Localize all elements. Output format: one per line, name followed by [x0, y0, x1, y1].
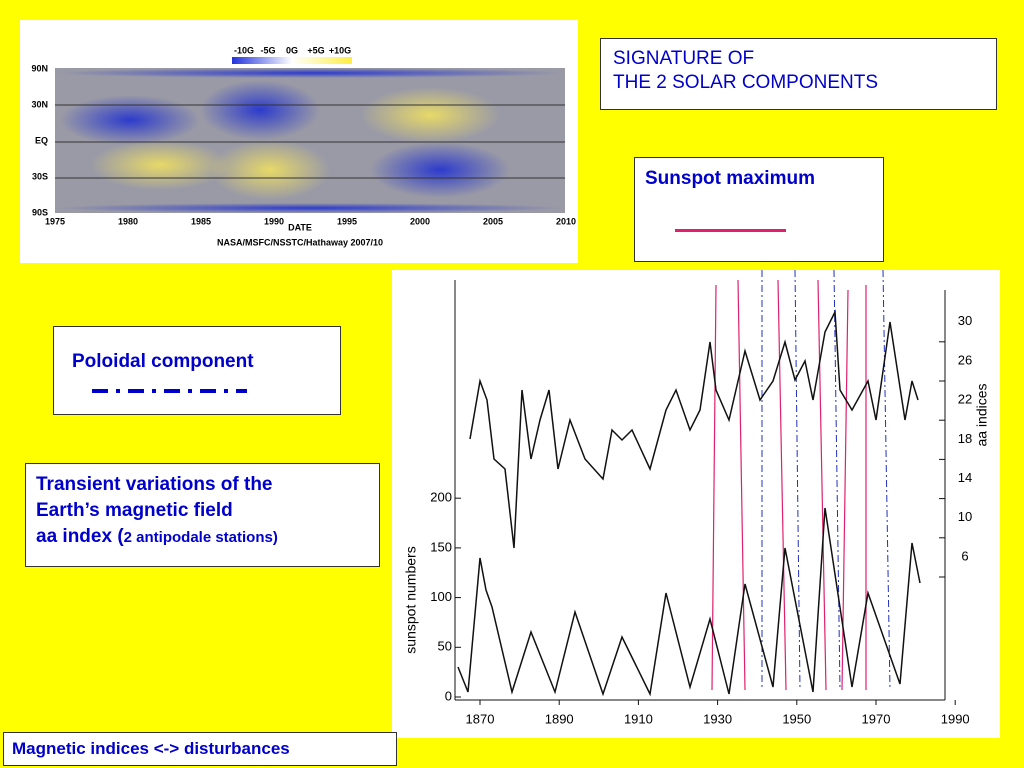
latitude-label: 90N	[31, 63, 48, 73]
year-label: 2010	[556, 216, 576, 226]
sunspot-panel	[392, 270, 1000, 738]
latitude-label: EQ	[35, 135, 48, 145]
poloidal-lines	[761, 269, 891, 691]
latitude-label: 30N	[31, 99, 48, 109]
y2-tick-label: 14	[958, 470, 972, 485]
colorbar-labels: -10G -5G 0G +5G +10G	[234, 45, 351, 55]
x-tick-label: 1910	[624, 711, 653, 726]
x-tick-label: 1890	[545, 711, 574, 726]
y2-tick-label: 18	[958, 431, 972, 446]
x-tick-label: 1990	[941, 711, 970, 726]
legend-swatch	[675, 229, 786, 232]
colorbar-label: -5G	[260, 45, 275, 55]
y-axis-label: sunspot numbers	[403, 546, 419, 653]
text-line: Transient variations of the	[36, 474, 273, 495]
poloidal-legend-box: Poloidal component	[53, 326, 341, 415]
year-label: 1985	[191, 216, 211, 226]
y2-tick-label: 26	[958, 352, 972, 367]
year-label: 2005	[483, 216, 503, 226]
text-line: Earth’s magnetic field	[36, 500, 233, 521]
y2-tick-label: 6	[961, 548, 968, 563]
axes	[454, 280, 946, 701]
y2-tick-label: 22	[958, 392, 972, 407]
year-label: 1995	[337, 216, 357, 226]
y2-tick-label: 30	[958, 313, 972, 328]
year-label: 1990	[264, 216, 284, 226]
footer-text: Magnetic indices <-> disturbances	[12, 739, 290, 758]
colorbar-label: 0G	[286, 45, 298, 55]
colorbar-label: +10G	[329, 45, 351, 55]
sunspot-legend-box: Sunspot maximum	[634, 157, 884, 262]
y-tick-label: 150	[430, 539, 452, 554]
title-line: SIGNATURE OF	[613, 48, 755, 69]
y-tick-labels: 0 50 100 150 200	[430, 490, 461, 703]
year-label: 1980	[118, 216, 138, 226]
legend-label: Poloidal component	[72, 351, 254, 372]
aa-label: aa index (	[36, 526, 124, 547]
text-line: aa index (2 antipodale stations)	[36, 524, 369, 551]
legend-swatch	[92, 389, 247, 393]
year-label: 2000	[410, 216, 430, 226]
colorbar-label: -10G	[234, 45, 254, 55]
x-tick-label: 1950	[782, 711, 811, 726]
legend-label: Sunspot maximum	[645, 168, 815, 189]
latitude-labels: 90N 30N EQ 30S 90S	[31, 63, 48, 217]
title-box: SIGNATURE OF THE 2 SOLAR COMPONENTS	[600, 38, 997, 110]
transient-box: Transient variations of the Earth’s magn…	[25, 463, 380, 567]
latitude-label: 30S	[32, 171, 48, 181]
credit: NASA/MSFC/NSSTC/Hathaway 2007/10	[217, 237, 383, 247]
x-tick-label: 1870	[466, 711, 495, 726]
x-axis-label: DATE	[288, 222, 312, 232]
aa-curve	[469, 309, 919, 549]
butterfly-patterns	[55, 68, 565, 213]
y-tick-label: 0	[445, 688, 452, 703]
aa-note: 2 antipodale stations)	[123, 529, 278, 546]
y2-axis-label: aa indices	[974, 383, 990, 446]
year-label: 1975	[45, 216, 65, 226]
footer-box: Magnetic indices <-> disturbances	[3, 732, 397, 766]
title-line: THE 2 SOLAR COMPONENTS	[613, 72, 878, 93]
y2-tick-labels: 6 10 14 18 22 26 30	[939, 313, 972, 578]
y-tick-label: 200	[430, 490, 452, 505]
colorbar	[232, 57, 352, 64]
latitude-label: 90S	[32, 207, 48, 217]
x-tick-label: 1930	[703, 711, 732, 726]
y-tick-label: 50	[438, 639, 452, 654]
colorbar-label: +5G	[307, 45, 324, 55]
year-labels: 1975 1980 1985 1990 1995 2000 2005 2010	[45, 216, 576, 226]
x-tick-label: 1970	[862, 711, 891, 726]
x-tick-labels: 1870 1890 1910 1930 1950 1970 1990	[466, 700, 970, 726]
sunspot-curve	[457, 507, 921, 697]
y2-tick-label: 10	[958, 509, 972, 524]
y-tick-label: 100	[430, 589, 452, 604]
